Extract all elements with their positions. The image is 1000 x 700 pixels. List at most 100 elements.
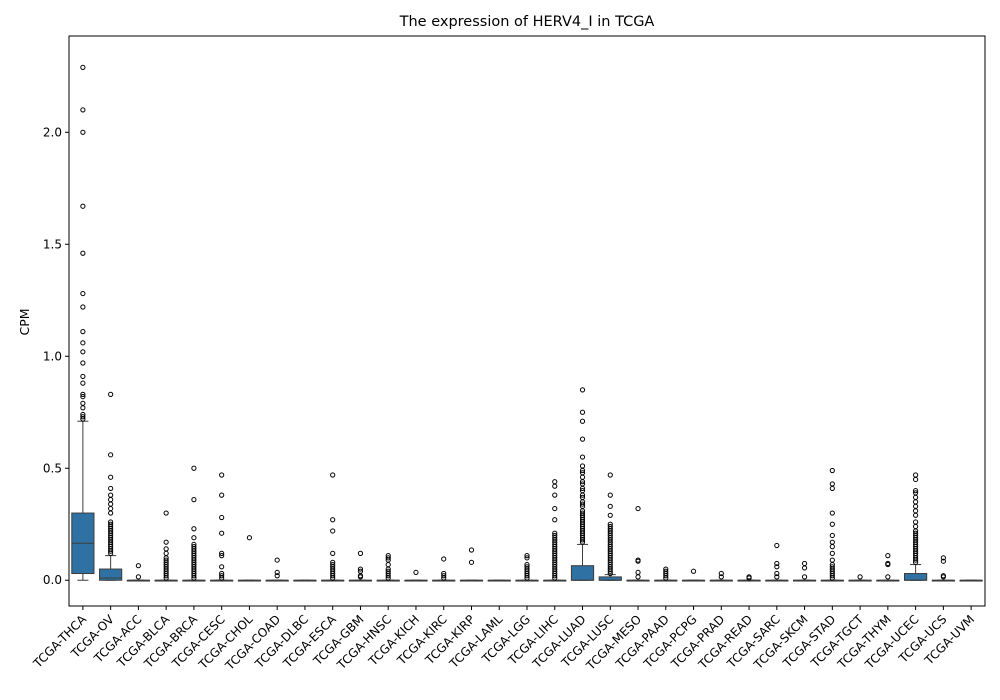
outlier-point xyxy=(913,559,919,565)
box-group xyxy=(404,569,428,582)
outlier-point xyxy=(579,387,586,393)
outlier-point xyxy=(579,436,586,442)
outlier-point xyxy=(857,574,863,580)
outlier-point xyxy=(607,472,613,478)
outlier-point xyxy=(219,550,225,556)
outlier-point xyxy=(635,574,641,580)
outlier-point xyxy=(246,535,253,541)
outlier-point xyxy=(552,517,558,523)
box-group xyxy=(543,479,567,582)
y-axis-label: CPM xyxy=(17,308,32,335)
outlier-point xyxy=(829,544,835,550)
outlier-point xyxy=(524,555,530,561)
outlier-point xyxy=(913,494,919,500)
box-body xyxy=(570,565,595,581)
outlier-point xyxy=(940,574,946,580)
outlier-point xyxy=(80,340,86,346)
outlier-point xyxy=(579,501,586,507)
outlier-point xyxy=(80,416,86,422)
outlier-point xyxy=(940,558,946,564)
box-group xyxy=(626,505,650,582)
outlier-point xyxy=(330,573,336,579)
y-tick-label: 1.5 xyxy=(43,237,62,251)
outlier-point xyxy=(80,107,86,113)
outlier-point xyxy=(829,467,835,474)
outlier-point xyxy=(913,512,919,518)
y-tick-label: 0.0 xyxy=(43,573,62,587)
outlier-point xyxy=(607,492,613,498)
outlier-point xyxy=(579,454,586,460)
outlier-point xyxy=(385,561,391,568)
outlier-point xyxy=(607,568,613,574)
outlier-point xyxy=(80,304,86,310)
outlier-point xyxy=(274,569,280,576)
outlier-point xyxy=(829,481,835,487)
outlier-point xyxy=(579,479,586,485)
outlier-point xyxy=(579,485,586,492)
outlier-point xyxy=(357,550,364,556)
y-tick-label: 1.0 xyxy=(43,349,62,363)
box-group xyxy=(265,557,289,582)
outlier-point xyxy=(357,574,364,580)
box-group xyxy=(709,570,733,582)
outlier-point xyxy=(607,570,613,577)
outlier-point xyxy=(690,568,697,574)
outlier-point xyxy=(108,452,114,458)
outlier-point xyxy=(829,510,835,516)
outlier-point xyxy=(829,539,835,545)
box-group xyxy=(210,472,234,582)
outlier-point xyxy=(829,557,835,563)
outlier-point xyxy=(940,555,946,561)
outlier-point xyxy=(385,555,391,561)
outlier-point xyxy=(108,548,114,554)
outlier-point xyxy=(108,474,114,480)
outlier-point xyxy=(913,519,919,525)
outlier-point xyxy=(607,503,613,509)
box-group xyxy=(182,465,206,582)
outlier-point xyxy=(746,575,752,581)
outlier-point xyxy=(108,510,114,516)
outlier-point xyxy=(108,501,114,507)
outlier-point xyxy=(191,526,197,532)
box-body xyxy=(598,576,622,581)
outlier-point xyxy=(219,530,225,536)
outlier-point xyxy=(80,203,86,209)
outlier-point xyxy=(579,492,586,498)
box-group xyxy=(321,472,345,582)
outlier-point xyxy=(635,558,641,564)
outlier-point xyxy=(774,542,780,549)
box-group xyxy=(904,472,928,581)
outlier-point xyxy=(579,474,586,480)
outlier-point xyxy=(441,575,447,581)
outlier-point xyxy=(635,569,641,576)
outlier-point xyxy=(913,523,919,530)
outlier-point xyxy=(635,505,641,512)
outlier-point xyxy=(80,360,86,366)
outlier-point xyxy=(579,467,586,474)
outlier-point xyxy=(885,553,891,559)
outlier-point xyxy=(913,472,919,478)
outlier-point xyxy=(441,556,447,562)
outlier-point xyxy=(191,465,197,471)
outlier-point xyxy=(108,485,114,492)
outlier-point xyxy=(330,550,336,556)
outlier-point xyxy=(579,463,586,469)
outlier-point xyxy=(191,575,197,581)
box-group xyxy=(515,553,539,582)
box-group xyxy=(126,563,150,582)
outlier-point xyxy=(108,492,114,498)
outlier-point xyxy=(801,574,808,580)
outlier-point xyxy=(913,499,919,505)
outlier-point xyxy=(330,575,336,581)
outlier-point xyxy=(219,564,225,570)
outlier-point xyxy=(108,505,114,512)
box-group xyxy=(876,553,900,582)
box-group xyxy=(237,535,262,582)
box-group xyxy=(348,550,373,582)
outlier-point xyxy=(829,485,835,492)
outlier-point xyxy=(80,414,86,420)
outlier-point xyxy=(579,409,586,415)
outlier-point xyxy=(913,557,919,563)
outlier-point xyxy=(774,570,780,577)
box-group xyxy=(570,387,595,581)
